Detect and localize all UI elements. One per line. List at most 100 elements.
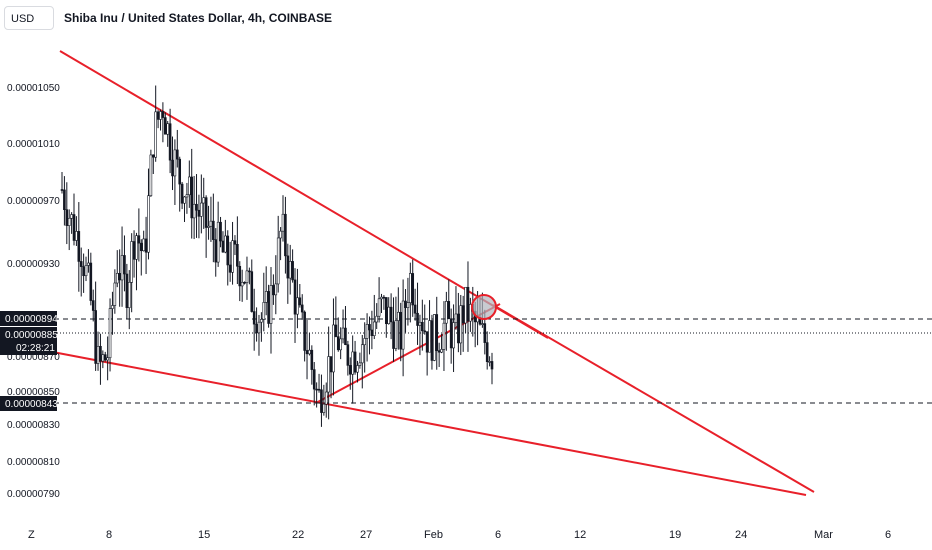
candle-body [380,296,383,300]
candle-body [382,296,386,299]
candle-body [111,305,114,309]
svg-text:0.00000894: 0.00000894 [5,314,58,325]
candle-body [387,306,391,325]
candle-body [459,305,463,344]
candle-body [435,314,439,351]
candle-body [464,286,467,324]
candle-body [279,230,282,239]
candle-body [423,330,427,333]
candle-body [320,389,323,413]
candle-body [163,117,167,135]
candle-body [207,225,210,228]
candle-body [231,240,234,273]
candle-body [360,344,364,364]
candle-body [276,237,280,285]
x-tick: 22 [292,529,304,541]
x-tick: 6 [885,529,891,541]
candle-body [240,281,244,287]
candle-body [445,301,448,324]
candle-body [77,231,81,262]
y-tick: 0.00000810 [7,457,60,468]
candle-body [99,345,102,362]
candle-body [132,241,136,260]
candle-body [336,336,340,351]
candle-body [166,123,169,135]
currency-button[interactable]: USD [4,6,54,30]
candle-body [91,300,95,311]
candle-body [490,361,494,370]
candle-body [214,239,218,263]
candle-body [125,273,129,309]
candle-body [272,285,275,296]
y-axis: 0.00001050 0.00001010 0.00000970 0.00000… [7,83,60,500]
candle-body [209,220,213,227]
candle-body [317,388,321,391]
candle-body [363,338,366,346]
candle-body [485,342,489,363]
candle-body [149,154,153,197]
candle-body [457,313,460,344]
candle-body [154,111,157,158]
svg-text:02:28:21: 02:28:21 [16,343,55,354]
candle-body [469,304,472,322]
candle-body [406,302,410,308]
candle-body [389,306,393,323]
candle-body [135,235,138,260]
candle-body [228,264,232,273]
x-axis: Z 8 15 22 27 Feb 6 12 19 24 Mar 6 [28,529,891,541]
candle-body [257,321,261,334]
candle-body [192,203,196,219]
candle-body [300,304,304,313]
x-tick: 24 [735,529,747,541]
candle-body [118,273,121,281]
candle-body [281,213,285,232]
candle-body [425,331,429,353]
upper-trendline [59,50,549,339]
x-tick: Mar [814,529,833,541]
candle-body [130,241,133,283]
candle-body [356,365,359,373]
breakout-highlight-circle [471,294,497,320]
candle-body [372,321,376,336]
candle-body [248,270,251,273]
candle-body [108,308,112,359]
candle-body [481,323,484,325]
candle-body [171,159,174,177]
candle-body [151,154,155,158]
candle-body [442,322,446,350]
candle-body [440,349,443,353]
candle-body [339,338,342,351]
candle-body [351,351,354,375]
x-tick: 6 [495,529,501,541]
candle-body [120,255,124,281]
candle-body [483,323,487,343]
candle-body [411,273,415,306]
candle-body [200,202,203,217]
candle-body [188,176,191,196]
candle-body [226,235,230,266]
candle-body [288,261,292,279]
candle-body [67,217,71,226]
candle-body [310,349,314,370]
candle-body [245,270,249,283]
candle-body [185,194,189,198]
candle-body [89,262,93,301]
candle-body [176,149,179,160]
candle-body [115,273,119,284]
y-tick: 0.00001050 [7,83,60,94]
y-tick: 0.00000970 [7,196,60,207]
candle-body [385,297,388,325]
candle-body [250,271,254,312]
candle-body [60,189,64,191]
price-tag-high: 0.00000894 [0,311,58,326]
candle-body [327,356,330,393]
candle-body [315,388,318,391]
candle-body [454,313,458,323]
candle-body [404,300,407,308]
svg-text:0.00000843: 0.00000843 [5,399,58,410]
y-tick: 0.00000830 [7,420,60,431]
candle-body [156,111,160,120]
y-tick: 0.00000930 [7,259,60,270]
candle-body [370,329,374,336]
